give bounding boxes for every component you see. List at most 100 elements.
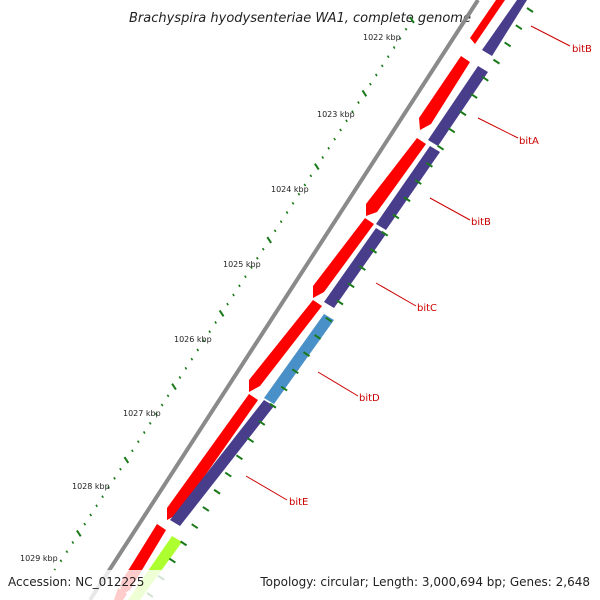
strand-tick (224, 471, 232, 478)
strand-tick (470, 93, 478, 99)
map-title: Brachyspira hyodysenteriae WA1, complete… (129, 11, 471, 26)
ruler-minor-tick (321, 156, 325, 159)
gene-label-bitE: bitE (289, 497, 308, 508)
ruler-minor-tick (131, 449, 134, 453)
strand-tick (179, 540, 188, 547)
ruler-minor-tick (392, 46, 396, 49)
ruler-minor-tick (250, 266, 253, 269)
forward-strand-track (114, 0, 505, 600)
gene-leader-line (375, 282, 417, 307)
strand-tick (347, 282, 355, 289)
ruler-major-tick (171, 383, 177, 391)
ruler-minor-tick (184, 366, 188, 370)
ruler-major-tick (314, 163, 320, 171)
gene-label-bitB-top: bitB (572, 44, 592, 55)
ruler-minor-tick (202, 339, 206, 343)
ruler-minor-tick (380, 64, 384, 68)
footer-background (0, 570, 600, 600)
gene-leader-line (530, 25, 571, 47)
ruler-minor-tick (333, 137, 336, 141)
reverse-gene-segment (170, 400, 274, 526)
gene-label-bitD: bitD (359, 393, 380, 404)
reverse-gene-segment (376, 146, 440, 230)
ruler-minor-tick (136, 440, 140, 444)
strand-tick (504, 41, 512, 48)
ruler-minor-tick (339, 128, 342, 132)
forward-gene-segment (167, 394, 258, 520)
forward-gene-segment (366, 138, 426, 216)
ruler-major-tick (123, 456, 130, 464)
ruler-minor-tick (291, 201, 295, 205)
ruler-minor-tick (297, 192, 301, 196)
ruler-minor-tick (59, 559, 63, 563)
ruler-minor-tick (89, 513, 93, 517)
ruler-minor-tick (398, 36, 402, 40)
strand-tick (381, 230, 389, 237)
ruler-minor-tick (154, 412, 158, 416)
ruler-minor-tick (142, 431, 146, 434)
ruler-labels: 1022 kbp 1023 kbp 1024 kbp 1025 kbp 1026 kbp… (20, 33, 401, 563)
ruler-minor-tick (166, 394, 170, 398)
ruler-label: 1024 kbp (271, 185, 309, 194)
ruler-minor-tick (65, 550, 69, 554)
gene-leader-line (429, 197, 471, 221)
ruler-minor-tick (190, 357, 194, 361)
accession-text: Accession: NC_012225 (8, 575, 144, 589)
strand-tick (336, 299, 344, 306)
strand-tick (425, 162, 433, 168)
ruler-minor-tick (196, 348, 200, 352)
ruler-minor-tick (369, 82, 372, 86)
ruler-major-tick (266, 236, 272, 244)
ruler-minor-tick (351, 110, 354, 114)
ruler-label: 1023 kbp (317, 110, 355, 119)
strand-tick (291, 368, 299, 375)
strand-tick (492, 58, 501, 65)
gene-label-bitC: bitC (417, 303, 437, 314)
ruler-minor-tick (160, 403, 164, 407)
strand-tick (481, 75, 489, 82)
reverse-gene-segment (324, 228, 386, 308)
strand-tick (280, 385, 288, 392)
strand-tick (235, 454, 243, 461)
ruler-minor-tick (208, 330, 212, 334)
ruler-minor-tick (244, 275, 247, 279)
ruler-minor-tick (95, 504, 98, 508)
ruler-minor-tick (119, 467, 122, 471)
ruler-minor-tick (101, 495, 104, 499)
strand-tick (358, 265, 366, 271)
strand-tick (191, 523, 199, 530)
gene-label-bitA: bitA (519, 136, 539, 147)
strand-tick (168, 557, 176, 564)
strand-tick (325, 316, 333, 323)
forward-gene-segment (313, 218, 374, 298)
gene-leader-line (477, 117, 519, 139)
ruler-minor-tick (404, 27, 408, 31)
strand-ticks (146, 7, 534, 598)
genome-backbone (88, 0, 480, 600)
reverse-gene-segment (428, 66, 488, 146)
ruler-label: 1028 kbp (72, 482, 110, 491)
forward-gene-segment (470, 0, 505, 44)
ruler-major-tick (218, 309, 225, 317)
topology-text: Topology: circular; Length: 3,000,694 bp… (259, 575, 590, 589)
strand-tick (526, 7, 534, 13)
ruler-label: 1022 kbp (363, 33, 401, 42)
gene-label-bitB: bitB (471, 217, 491, 228)
strand-tick (269, 402, 277, 409)
strand-tick (314, 334, 322, 340)
strand-tick (414, 179, 422, 185)
ruler-minor-tick (255, 256, 259, 260)
ruler-minor-tick (309, 174, 313, 178)
ruler-minor-tick (148, 421, 152, 425)
forward-gene-segment (249, 300, 322, 392)
ruler-minor-tick (232, 293, 235, 297)
forward-gene-segment (419, 56, 470, 130)
ruler-minor-tick (303, 183, 307, 187)
ruler-label: 1029 kbp (20, 554, 58, 563)
gene-labels: bitB bitA bitB bitC bitD bitE (245, 25, 592, 508)
strand-tick (302, 351, 311, 357)
reverse-strand-track (128, 0, 527, 600)
strand-tick (392, 213, 400, 220)
ruler-label: 1027 kbp (123, 409, 161, 418)
